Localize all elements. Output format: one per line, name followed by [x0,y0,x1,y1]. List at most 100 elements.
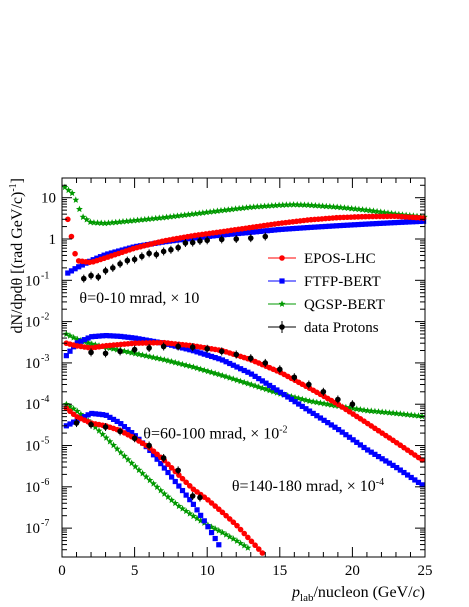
point-qgsp [357,406,364,413]
point-qgsp [415,412,422,419]
y-tick-exponent: -2 [41,312,49,323]
point-qgsp [348,205,356,212]
point-ftfp [228,231,234,237]
point-epos [237,526,244,533]
y-tick-label: 10 [41,191,56,207]
point-ftfp [361,444,367,451]
point-data [189,493,196,499]
point-qgsp [279,201,287,208]
point-data [117,261,123,267]
point-qgsp [150,353,157,361]
point-qgsp [110,441,117,449]
point-ftfp [355,221,361,228]
point-qgsp [131,350,139,357]
point-qgsp [418,412,426,420]
point-qgsp [153,354,161,362]
point-qgsp [320,400,328,407]
point-ftfp [325,420,331,426]
point-epos [252,542,258,549]
point-qgsp [244,544,252,551]
point-ftfp [210,233,216,239]
point-ftfp [190,501,197,507]
point-ftfp [326,223,332,229]
point-ftfp [107,333,113,339]
point-ftfp [176,483,182,489]
point-ftfp [362,221,369,227]
point-qgsp [221,206,228,214]
point-data [102,424,109,430]
point-qgsp [112,218,120,226]
point-qgsp [142,473,150,480]
point-ftfp [208,353,215,360]
point-qgsp [188,210,196,218]
point-qgsp [142,352,150,359]
group-annotation: θ=0-10 mrad, × 10 [79,290,199,307]
point-epos [168,465,175,471]
point-ftfp [239,230,245,236]
point-ftfp [256,376,262,382]
point-ftfp [401,469,407,476]
point-ftfp [121,334,128,340]
point-ftfp [132,335,138,341]
point-qgsp [290,201,297,208]
point-epos [205,497,211,503]
point-qgsp [131,463,139,470]
series-qgsp-0-10 [61,183,428,227]
point-qgsp [126,217,134,224]
point-qgsp [259,384,266,392]
point-epos [255,546,262,552]
point-ftfp [85,335,91,341]
point-ftfp [194,507,200,513]
point-qgsp [179,360,186,368]
point-ftfp [96,411,102,417]
point-ftfp [408,474,414,481]
series-epos-60-100 [63,339,425,463]
point-qgsp [302,396,310,404]
point-ftfp [296,401,302,407]
plot-frame [61,177,426,558]
point-qgsp [213,207,221,214]
point-qgsp [186,362,194,370]
point-ftfp [143,337,149,343]
point-ftfp [346,434,353,440]
point-ftfp [379,456,385,462]
point-data [146,442,152,449]
y-tick-exponent: -4 [41,394,49,405]
point-ftfp [81,337,88,343]
point-ftfp [317,415,324,421]
x-tick-label: 5 [131,563,139,579]
point-qgsp [217,207,225,214]
point-epos [150,448,157,454]
point-qgsp [175,359,183,367]
point-ftfp [328,422,334,428]
point-qgsp [364,407,372,414]
point-ftfp [267,382,273,389]
point-qgsp [215,370,223,378]
point-qgsp [72,196,80,203]
point-qgsp [135,350,143,358]
point-ftfp [139,336,146,343]
point-data [131,435,138,442]
point-qgsp [121,347,128,355]
point-qgsp [313,398,321,406]
point-qgsp [86,218,94,225]
point-qgsp [330,203,337,210]
point-ftfp [221,232,227,238]
point-ftfp [297,225,303,231]
point-qgsp [324,400,332,408]
point-qgsp [146,353,154,360]
point-data [102,267,109,274]
point-qgsp [404,411,411,418]
point-qgsp [190,512,197,520]
legend-marker [278,300,286,307]
point-epos [208,500,215,506]
point-qgsp [268,202,276,209]
point-qgsp [326,203,334,210]
point-qgsp [275,201,283,209]
point-data [131,256,138,263]
point-qgsp [411,411,419,419]
point-data [335,396,341,403]
point-ftfp [274,387,280,393]
point-ftfp [314,413,320,419]
point-qgsp [370,207,377,214]
